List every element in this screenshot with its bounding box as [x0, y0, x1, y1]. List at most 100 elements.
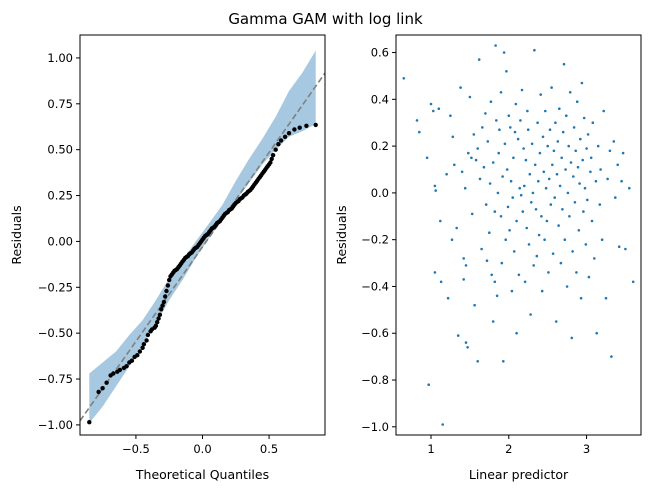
residual-point [568, 215, 571, 218]
residual-point [534, 208, 538, 211]
qq-y-tick-label: −0.75 [38, 372, 73, 386]
residual-point [548, 128, 552, 131]
qq-point [104, 380, 109, 385]
residual-point [434, 189, 438, 192]
qq-point [141, 342, 147, 347]
residual-point [624, 247, 627, 251]
residual-point [557, 224, 560, 227]
residual-point [574, 149, 577, 153]
qq-point [268, 160, 273, 165]
residual-point [565, 114, 568, 117]
residual-point [610, 355, 613, 358]
residual-point [553, 196, 556, 199]
qq-point [161, 299, 167, 305]
qq-point [129, 358, 135, 363]
qq-point [111, 371, 116, 376]
qq-point [286, 131, 292, 136]
residual-point [579, 137, 582, 141]
residual-point [519, 119, 522, 122]
residual-point [490, 273, 494, 277]
residual-point [549, 203, 553, 206]
residual-point [540, 289, 544, 293]
residual-point [556, 140, 560, 143]
residuals-x-axis-label: Linear predictor [469, 467, 569, 482]
residual-point [503, 142, 507, 146]
residual-point [544, 186, 548, 190]
residual-point [544, 109, 547, 113]
residual-point [559, 261, 563, 265]
residual-point [526, 128, 530, 131]
residual-point [572, 175, 575, 178]
residual-point [460, 170, 464, 174]
residual-point [425, 156, 429, 160]
residual-point [499, 215, 503, 218]
residual-point [446, 296, 450, 300]
residual-point [506, 205, 510, 209]
residuals-y-tick-label: −0.6 [361, 326, 389, 340]
residual-point [558, 107, 561, 110]
residual-point [473, 303, 476, 307]
residual-point [512, 156, 515, 160]
residual-point [500, 261, 504, 265]
residual-point [582, 210, 585, 213]
qq-point [145, 332, 151, 338]
residual-point [478, 177, 482, 181]
residual-point [464, 264, 468, 267]
residual-point [505, 70, 508, 73]
residual-point [531, 191, 535, 195]
qq-y-tick-label: 0.50 [47, 143, 73, 157]
qq-x-axis-label: Theoretical Quantiles [135, 467, 269, 482]
residual-point [515, 331, 518, 335]
qq-x-tick-label: 0.0 [193, 442, 211, 456]
residual-point [437, 107, 441, 110]
residual-point [573, 201, 577, 204]
residual-point [608, 149, 612, 153]
residuals-y-tick-label: 0.0 [371, 186, 389, 200]
residual-point [566, 191, 570, 195]
residual-point [586, 133, 590, 136]
residual-point [463, 186, 467, 190]
residual-point [580, 81, 584, 85]
residual-point [476, 360, 480, 363]
residual-point [415, 119, 419, 122]
qq-point [163, 294, 168, 299]
residual-point [561, 130, 565, 134]
residuals-x-tick-label: 3 [583, 442, 590, 456]
qq-y-tick-label: 0.75 [47, 97, 73, 111]
residual-point [470, 212, 474, 216]
residual-point [432, 109, 435, 113]
residual-point [539, 93, 542, 96]
residual-point [493, 280, 497, 284]
residual-point [512, 250, 516, 253]
residual-point [499, 91, 503, 94]
residual-point [508, 229, 511, 232]
residuals-axes: 1 2 3 −1.0 −0.8 −0.6 −0.4 −0.2 0.0 0.2 0.4 0.6 [361, 46, 590, 456]
residual-point [581, 158, 584, 162]
residual-point [530, 201, 533, 204]
qq-point [140, 345, 145, 350]
residual-point [595, 331, 598, 335]
residual-point [529, 313, 532, 316]
residual-point [582, 116, 586, 120]
residual-point [450, 238, 454, 241]
qq-point [144, 338, 149, 343]
qq-point [117, 367, 123, 373]
qq-point [100, 386, 105, 391]
residuals-x-tick-label: 1 [427, 442, 434, 456]
residual-point [439, 219, 442, 223]
qq-point [269, 156, 274, 162]
residual-point [579, 296, 583, 300]
residual-point [523, 184, 526, 188]
residual-point [427, 383, 431, 387]
residual-point [445, 172, 448, 176]
qq-y-tick-label: −1.00 [38, 418, 73, 432]
qq-point [273, 147, 278, 152]
residual-point [482, 165, 486, 169]
residual-point [536, 121, 539, 124]
residual-point [606, 177, 609, 181]
residual-point [570, 336, 574, 340]
residual-point [596, 144, 600, 148]
residuals-y-tick-label: −0.2 [361, 233, 389, 247]
residual-point [468, 95, 472, 99]
